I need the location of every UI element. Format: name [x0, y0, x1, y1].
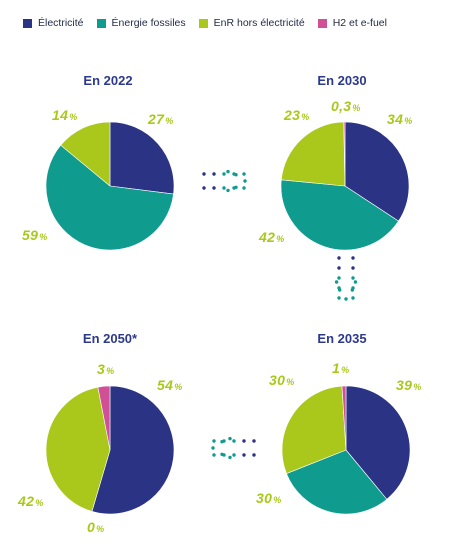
data-label-2035-enr: 30% [269, 372, 295, 388]
data-label-2030-electricite: 34% [387, 111, 413, 127]
flow-arrow-2022-to-2030-dot [202, 172, 206, 176]
chart-title-2035: En 2035 [317, 331, 367, 346]
pie-slice-2050-electricite [91, 385, 175, 515]
flow-arrow-2030-to-2035-dot [337, 276, 341, 280]
pie-slice-2035-electricite [345, 385, 411, 500]
flow-arrow-2030-to-2035-dot [334, 280, 339, 284]
legend-label-fossiles: Énergie fossiles [111, 17, 186, 29]
data-label-2030-enr: 23% [284, 107, 310, 123]
flow-arrow-2030-to-2035-dot [351, 296, 355, 300]
pie-slice-2022-energie-fossiles [45, 144, 174, 251]
data-label-2050-electricite: 54% [157, 377, 183, 393]
flow-arrow-2022-to-2030-dot [243, 179, 247, 183]
flow-arrow-2022-to-2030-dot [202, 186, 206, 190]
legend-label-enr: EnR hors électricité [213, 17, 305, 29]
flow-arrow-2030-to-2035-dot [338, 288, 342, 292]
flow-arrow-2022-to-2030-dot [242, 172, 246, 176]
legend-label-electricite: Électricité [38, 17, 84, 29]
legend-item-electricite: Électricité [23, 17, 84, 29]
pie-slice-2030-energie-fossiles [280, 179, 399, 251]
flow-arrow-2035-to-2050-dot [252, 453, 256, 457]
pie-slice-2050-h2-et-e-fuel [97, 385, 111, 451]
data-label-2050-h2: 3% [97, 361, 115, 377]
pie-slice-2030-enr-hors-electricite [280, 121, 346, 187]
flow-arrow-2030-to-2035-dot [351, 266, 355, 270]
data-label-2022-enr: 14% [52, 107, 78, 123]
flow-arrow-2022-to-2030-dot [234, 185, 238, 189]
flow-arrow-2035-to-2050-dot [232, 453, 236, 457]
flow-arrow-2022-to-2030-dot [226, 188, 230, 193]
flow-arrow-2030-to-2035-dot [337, 256, 341, 260]
legend-item-fossiles: Énergie fossiles [96, 17, 186, 29]
flow-arrow-2030-to-2035-dot [344, 297, 348, 301]
legend-swatch-fossiles [96, 18, 106, 28]
pie-slice-2035-enr-hors-electricite [281, 385, 347, 474]
legend-swatch-enr [198, 18, 208, 28]
flow-arrow-2035-to-2050-dot [211, 446, 215, 450]
flow-arrow-2030-to-2035-dot [353, 280, 358, 284]
flow-arrow-2035-to-2050-dot [242, 439, 246, 443]
data-label-2035-fossiles: 30% [256, 490, 282, 506]
data-label-2050-fossiles: 0% [87, 519, 105, 535]
legend-swatch-h2 [317, 18, 327, 28]
flow-arrow-2035-to-2050-dot [220, 452, 224, 456]
data-label-2022-electricite: 27% [148, 111, 174, 127]
chart-title-2022: En 2022 [83, 73, 133, 88]
flow-arrow-2035-to-2050-dot [228, 436, 232, 441]
legend-label-h2: H2 et e-fuel [332, 17, 387, 29]
data-label-2022-fossiles: 59% [22, 227, 48, 243]
flow-arrow-2030-to-2035-dot [351, 256, 355, 260]
flow-arrow-2035-to-2050-dot [232, 439, 236, 443]
pie-slice-2022-enr-hors-electricite [60, 121, 111, 187]
flow-arrow-2022-to-2030-dot [212, 172, 216, 176]
flow-arrow-2035-to-2050-dot [228, 455, 232, 460]
data-label-2050-enr: 42% [18, 493, 44, 509]
data-label-2030-fossiles: 42% [259, 229, 285, 245]
flow-arrow-2022-to-2030-dot [212, 186, 216, 190]
flow-arrow-2022-to-2030-dot [222, 172, 226, 176]
legend-swatch-electricite [23, 18, 32, 28]
pie-slice-2050-enr-hors-electricite [45, 386, 111, 512]
chart-title-2030: En 2030 [317, 73, 367, 88]
data-label-2035-h2: 1% [332, 360, 350, 376]
pie-slice-2022-electricite [109, 121, 175, 195]
chart-title-2050: En 2050* [82, 331, 138, 346]
pie-slice-2030-h2-et-e-fuel [343, 121, 346, 187]
pie-slice-2035-energie-fossiles [286, 449, 388, 515]
legend-item-enr: EnR hors électricité [198, 17, 305, 29]
flow-arrow-2022-to-2030-dot [226, 169, 230, 174]
flow-arrow-2035-to-2050-dot [242, 453, 246, 457]
pie-slice-2035-h2-et-e-fuel [341, 385, 347, 451]
flow-arrow-2035-to-2050-dot [212, 439, 216, 443]
legend: Électricité Énergie fossiles EnR hors él… [23, 17, 400, 29]
flow-arrow-2030-to-2035-dot [337, 296, 341, 300]
flow-arrow-2030-to-2035-dot [337, 266, 341, 270]
flow-arrow-2035-to-2050-dot [220, 440, 224, 444]
flow-arrow-2035-to-2050-dot [212, 453, 216, 457]
data-label-2030-h2: 0,3% [331, 98, 361, 114]
flow-arrow-2022-to-2030-dot [242, 186, 246, 190]
data-label-2035-electricite: 39% [396, 377, 422, 393]
flow-arrow-2030-to-2035-dot [350, 288, 354, 292]
legend-item-h2: H2 et e-fuel [317, 17, 387, 29]
flow-arrow-2022-to-2030-dot [222, 186, 226, 190]
flow-arrow-2030-to-2035-dot [351, 276, 355, 280]
flow-arrow-2035-to-2050-dot [252, 439, 256, 443]
flow-arrow-2022-to-2030-dot [234, 173, 238, 177]
